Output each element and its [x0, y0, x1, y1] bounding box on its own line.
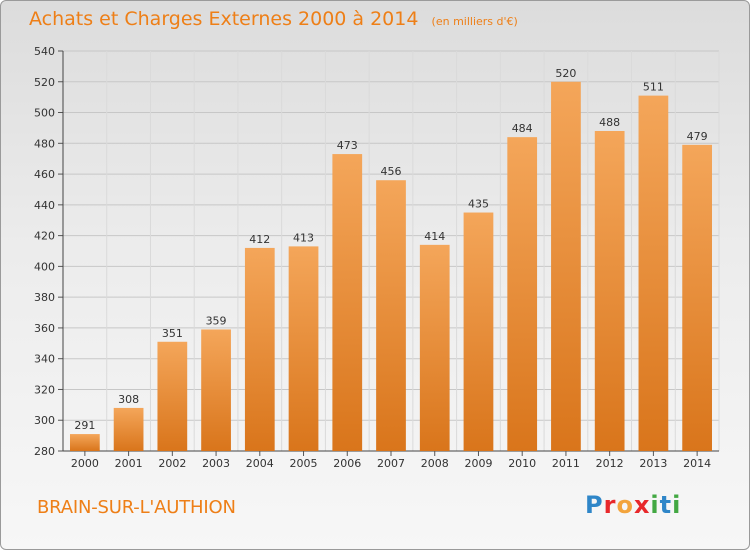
- logo-letter: P: [585, 491, 604, 519]
- bar-value-label: 351: [162, 327, 183, 340]
- y-tick-label: 420: [34, 230, 55, 243]
- bars: [69, 81, 713, 452]
- y-tick-label: 500: [34, 107, 55, 120]
- bar: [69, 434, 100, 451]
- x-tick-label: 2013: [639, 457, 667, 470]
- bar: [638, 95, 669, 451]
- bar-value-label: 412: [249, 233, 270, 246]
- y-tick-label: 360: [34, 322, 55, 335]
- x-tick-label: 2002: [158, 457, 186, 470]
- bar-value-label: 435: [468, 198, 489, 211]
- bar-value-label: 456: [381, 165, 402, 178]
- x-tick-label: 2012: [596, 457, 624, 470]
- bar-value-label: 359: [206, 314, 227, 327]
- logo-letter: i: [650, 491, 660, 519]
- bar: [594, 131, 625, 451]
- y-tick-label: 320: [34, 383, 55, 396]
- y-tick-label: 440: [34, 199, 55, 212]
- bar: [551, 81, 581, 452]
- chart-title-block: Achats et Charges Externes 2000 à 2014 (…: [29, 8, 518, 30]
- x-tick-label: 2004: [246, 457, 274, 470]
- bar-value-label: 413: [293, 231, 314, 244]
- y-tick-label: 400: [34, 260, 55, 273]
- logo-letter: r: [603, 491, 617, 519]
- logo-letter: x: [633, 491, 651, 519]
- x-tick-label: 2005: [290, 457, 318, 470]
- x-tick-label: 2009: [464, 457, 492, 470]
- logo-letter: i: [672, 491, 682, 519]
- y-tick-label: 540: [34, 45, 55, 58]
- bar: [332, 154, 363, 452]
- bar-value-label: 511: [643, 81, 664, 94]
- x-tick-label: 2001: [115, 457, 143, 470]
- y-tick-label: 480: [34, 137, 55, 150]
- bar: [113, 407, 144, 451]
- bar-value-label: 520: [555, 67, 576, 80]
- bar-value-label: 473: [337, 139, 358, 152]
- bar-value-label: 308: [118, 393, 139, 406]
- bar: [244, 247, 275, 451]
- chart-unit: (en milliers d'€): [431, 15, 518, 28]
- bar: [288, 246, 319, 451]
- y-tick-label: 460: [34, 168, 55, 181]
- labels: 280 300 320 340 360 380 400 420 440 460 480 500 520 5…: [34, 45, 711, 470]
- y-tick-label: 280: [34, 445, 55, 458]
- bar: [201, 329, 231, 451]
- proxiti-logo: Proxiti: [585, 491, 681, 519]
- logo-letter: o: [616, 491, 634, 519]
- x-tick-label: 2003: [202, 457, 230, 470]
- x-tick-label: 2008: [421, 457, 449, 470]
- bar-value-label: 484: [512, 122, 533, 135]
- logo-letter: t: [659, 491, 673, 519]
- x-tick-label: 2007: [377, 457, 405, 470]
- bar-value-label: 488: [599, 116, 620, 129]
- x-tick-label: 2011: [552, 457, 580, 470]
- bar: [376, 180, 406, 451]
- x-tick-label: 2010: [508, 457, 536, 470]
- bar: [157, 341, 188, 451]
- bar: [507, 137, 538, 451]
- bar: [419, 244, 450, 451]
- bar-value-label: 291: [74, 419, 95, 432]
- x-tick-label: 2006: [333, 457, 361, 470]
- bar: [463, 212, 494, 451]
- y-tick-label: 340: [34, 353, 55, 366]
- bar-value-label: 479: [687, 130, 708, 143]
- bar-value-label: 414: [424, 230, 445, 243]
- y-tick-label: 520: [34, 76, 55, 89]
- x-tick-label: 2014: [683, 457, 711, 470]
- x-tick-label: 2000: [71, 457, 99, 470]
- y-tick-label: 380: [34, 291, 55, 304]
- bar: [682, 144, 713, 451]
- y-tick-label: 300: [34, 414, 55, 427]
- commune-name: BRAIN-SUR-L'AUTHION: [37, 497, 236, 518]
- chart-title: Achats et Charges Externes 2000 à 2014: [29, 8, 419, 30]
